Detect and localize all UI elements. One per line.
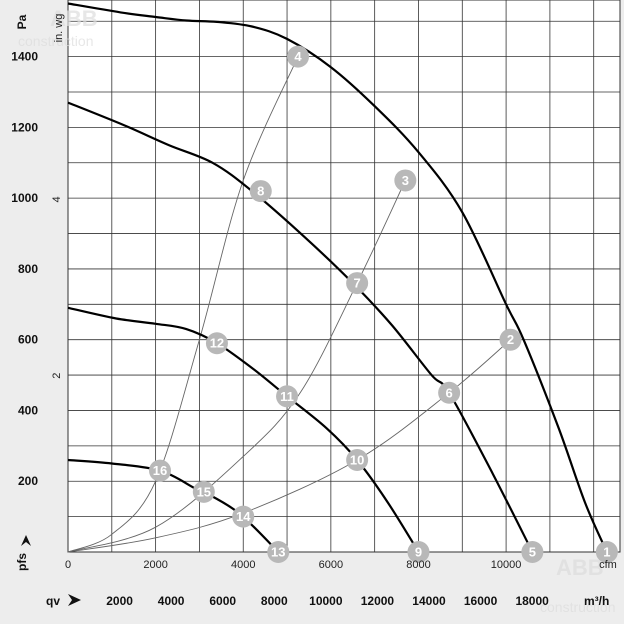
x-tick-m3h-10000: 10000: [309, 594, 343, 608]
x-tick-m3h-16000: 16000: [464, 594, 498, 608]
operating-point-3: [394, 169, 417, 192]
y-tick-inwg-2: 2: [51, 373, 63, 379]
y-unit-pa: Pa: [15, 14, 29, 29]
x-ticks-cfm: 0 2000 4000 6000 8000 10000: [65, 559, 521, 571]
x-tick-m3h-4000: 4000: [158, 594, 185, 608]
operating-point-8: [249, 180, 272, 203]
y-tick-pa-1200: 1200: [11, 120, 38, 134]
y-axis-label: pfs: [15, 553, 29, 571]
x-tick-m3h-12000: 12000: [361, 594, 395, 608]
x-tick-m3h-14000: 14000: [412, 594, 446, 608]
operating-point-4: [287, 45, 309, 68]
operating-point-2: [499, 328, 522, 351]
y-tick-pa-600: 600: [18, 333, 38, 347]
operating-point-11: [276, 385, 299, 408]
operating-point-label-14: 14: [236, 509, 251, 524]
x-tick-m3h-6000: 6000: [209, 594, 236, 608]
y-ticks-pa: 200 400 600 800 1000 1200 1400: [11, 50, 38, 489]
watermark-bottom: ABB: [556, 555, 604, 580]
system-curve-1: [67, 56, 299, 553]
operating-point-label-12: 12: [210, 336, 224, 351]
x-arrow-icon: [68, 594, 81, 606]
y-tick-pa-1400: 1400: [11, 50, 38, 64]
fan-curve-1: [67, 2, 608, 553]
operating-point-16: [149, 459, 171, 482]
watermark-top: ABB: [50, 6, 98, 31]
y-ticks-inwg: 24: [51, 196, 63, 378]
operating-point-10: [346, 449, 369, 471]
operating-point-label-10: 10: [350, 453, 364, 468]
fan-curve-2: [67, 101, 534, 553]
operating-point-label-6: 6: [446, 385, 453, 400]
operating-point-label-9: 9: [415, 545, 422, 560]
x-unit-cfm: cfm: [599, 559, 617, 571]
x-tick-cfm-6000: 6000: [319, 559, 343, 571]
watermark: ABB construction ABB construction: [18, 6, 615, 615]
operating-point-9: [407, 541, 430, 563]
operating-point-label-3: 3: [402, 173, 409, 188]
grid-lines: [67, 0, 621, 553]
x-tick-cfm-10000: 10000: [491, 559, 522, 571]
operating-point-1: [595, 541, 618, 563]
operating-point-14: [232, 505, 255, 528]
x-tick-m3h-2000: 2000: [106, 594, 133, 608]
x-axis-label: qv: [46, 594, 60, 608]
operating-point-15: [192, 480, 215, 503]
y-tick-pa-200: 200: [18, 474, 38, 488]
x-ticks-m3h: 2000 4000 6000 8000 10000 12000 14000 16000 1800…: [106, 594, 549, 608]
y-unit-inwg: in. wg: [53, 14, 65, 43]
operating-point-5: [521, 541, 544, 563]
y-tick-pa-1000: 1000: [11, 191, 38, 205]
operating-point-label-15: 15: [197, 484, 211, 499]
watermark-top-sub: construction: [18, 33, 93, 49]
watermark-bottom-sub: construction: [540, 599, 615, 615]
fan-curve-3: [67, 306, 420, 553]
y-arrow-icon: [21, 535, 31, 546]
operating-point-label-16: 16: [153, 463, 167, 478]
operating-point-label-8: 8: [257, 184, 264, 199]
operating-point-label-4: 4: [294, 49, 302, 64]
operating-point-label-13: 13: [271, 545, 285, 560]
y-tick-pa-800: 800: [18, 262, 38, 276]
operating-point-label-11: 11: [280, 389, 294, 404]
x-tick-m3h-8000: 8000: [261, 594, 288, 608]
operating-point-13: [267, 541, 290, 563]
y-tick-pa-400: 400: [18, 403, 38, 417]
operating-point-6: [438, 381, 461, 404]
x-unit-m3h: m³/h: [584, 594, 609, 608]
operating-point-label-7: 7: [354, 276, 361, 291]
operating-point-7: [346, 272, 369, 295]
x-tick-m3h-18000: 18000: [515, 594, 549, 608]
x-tick-cfm-2000: 2000: [143, 559, 167, 571]
operating-point-label-2: 2: [507, 332, 514, 347]
operating-point-12: [205, 332, 228, 355]
operating-point-label-5: 5: [529, 545, 536, 560]
operating-point-label-1: 1: [603, 545, 610, 560]
y-tick-inwg-4: 4: [51, 196, 63, 202]
x-tick-cfm-8000: 8000: [406, 559, 430, 571]
system-curve-2: [67, 180, 406, 553]
x-tick-cfm-0: 0: [65, 559, 71, 571]
x-tick-cfm-4000: 4000: [231, 559, 255, 571]
